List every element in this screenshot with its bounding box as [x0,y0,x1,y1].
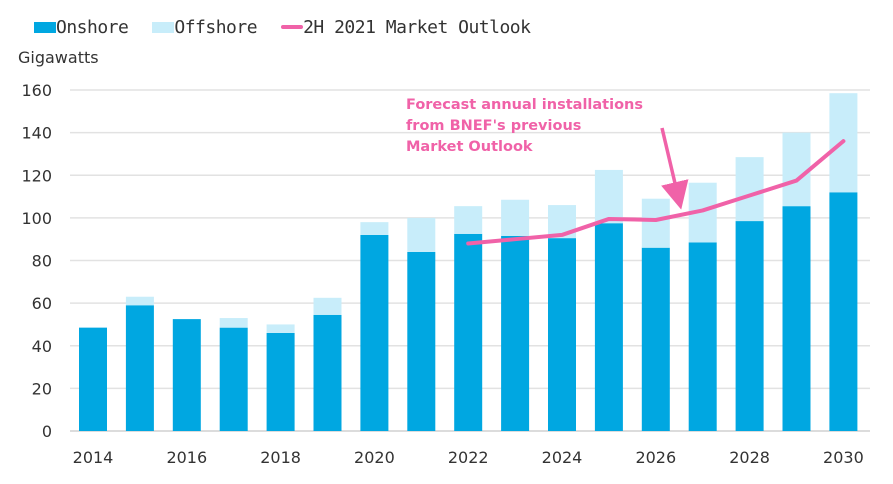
y-axis-label: Gigawatts [18,48,99,67]
x-tick-label: 2028 [729,448,770,467]
y-tick-label: 40 [32,337,52,356]
y-tick-label: 20 [32,379,52,398]
x-tick-label: 2018 [260,448,301,467]
bar-offshore-2017 [219,318,248,328]
bar-onshore-2018 [266,332,295,431]
chart-legend: Onshore Offshore 2H 2021 Market Outlook [34,14,554,40]
x-tick-label: 2014 [73,448,114,467]
bar-onshore-2030 [829,192,858,431]
x-tick-label: 2024 [542,448,583,467]
bar-offshore-2028 [735,157,764,222]
bar-onshore-2020 [360,234,389,431]
bar-onshore-2028 [735,221,764,431]
bar-offshore-2029 [782,132,811,207]
y-tick-label: 120 [21,166,52,185]
bar-offshore-2022 [454,206,483,234]
bar-onshore-2021 [407,251,436,431]
bar-onshore-2027 [688,242,717,431]
bar-offshore-2025 [594,169,623,224]
x-tick-label: 2022 [448,448,489,467]
y-tick-label: 140 [21,124,52,143]
y-tick-label: 100 [21,209,52,228]
legend-item-market-outlook: 2H 2021 Market Outlook [281,16,531,38]
annotation: Forecast annual installations from BNEF's… [406,97,689,210]
y-axis-ticks: 0 20 40 60 80 100 120 140 160 [21,81,52,441]
legend-swatch-market-outlook [281,25,304,29]
y-tick-label: 0 [42,422,52,441]
bar-offshore-2018 [266,324,295,333]
x-tick-label: 2016 [166,448,207,467]
x-tick-label: 2026 [635,448,676,467]
x-tick-label: 2030 [823,448,864,467]
bar-onshore-2016 [172,319,201,431]
legend-item-onshore: Onshore [34,16,129,38]
x-tick-label: 2020 [354,448,395,467]
legend-label-onshore: Onshore [56,16,129,38]
annotation-arrow [660,127,689,210]
y-tick-label: 60 [32,294,52,313]
legend-swatch-onshore [34,21,56,33]
annotation-text-line: Forecast annual installations [406,97,643,113]
bar-onshore-2015 [125,305,154,431]
legend-label-market-outlook: 2H 2021 Market Outlook [303,16,531,38]
annotation-text-line: Market Outlook [406,139,533,155]
bar-onshore-2029 [782,206,811,431]
bar-offshore-2015 [125,296,154,306]
bar-onshore-2026 [641,247,670,431]
bar-onshore-2025 [594,223,623,431]
bar-onshore-2014 [79,327,107,431]
bar-offshore-2023 [501,199,530,236]
bar-onshore-2017 [219,327,248,431]
y-tick-label: 80 [32,252,52,271]
bar-onshore-2019 [313,314,342,431]
bar-onshore-2023 [501,235,530,431]
bar-offshore-2026 [641,198,670,248]
bars [79,93,858,431]
annotation-text-line: from BNEF's previous [406,118,581,134]
bar-offshore-2021 [407,217,436,252]
market-outlook-line [466,139,846,246]
legend-label-offshore: Offshore [174,16,258,38]
bar-offshore-2019 [313,297,342,315]
bar-onshore-2022 [454,233,483,431]
x-axis-ticks: 2014 2016 2018 2020 2022 2024 2026 2028 2030 [73,448,864,467]
bar-offshore-2020 [360,222,389,235]
legend-swatch-offshore [152,21,175,33]
legend-item-offshore: Offshore [152,16,258,38]
y-tick-label: 160 [21,81,52,100]
bar-onshore-2024 [548,238,576,431]
